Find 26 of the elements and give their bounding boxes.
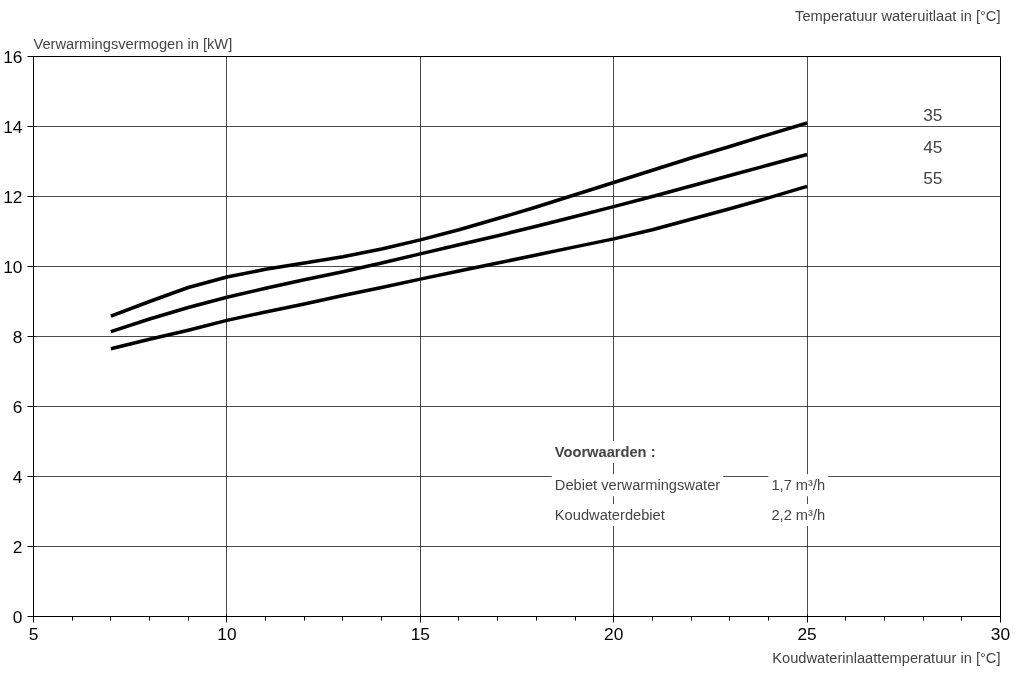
- text: 55: [923, 168, 943, 189]
- annotation: 1,7 m³/h: [771, 477, 826, 494]
- text: 35: [923, 105, 943, 125]
- x-tick-label: 25: [797, 623, 817, 644]
- annotation: 2,2 m³/h: [771, 507, 826, 523]
- annotation: Koudwaterdebiet: [554, 507, 665, 523]
- y-tick-label: 0: [12, 606, 23, 627]
- x-tick-label: 20: [604, 623, 624, 644]
- x-tick-label: 10: [217, 623, 237, 644]
- y-tick-label: 14: [3, 116, 23, 137]
- y-tick-label: 16: [3, 46, 23, 67]
- y-tick-label: 4: [12, 466, 23, 487]
- y-tick-label: 10: [3, 256, 23, 277]
- legend-title: Temperatuur wateruitlaat in [°C]: [795, 7, 1001, 24]
- y-axis-title: Verwarmingsvermogen in [kW]: [33, 35, 233, 52]
- y-tick-label: 8: [12, 326, 23, 347]
- y-tick-label: 12: [3, 186, 23, 207]
- annotation: Voorwaarden :: [554, 444, 656, 460]
- x-tick-label: 15: [410, 623, 430, 644]
- annotation: Debiet verwarmingswater: [554, 477, 721, 494]
- x-tick-label: 5: [28, 623, 39, 644]
- x-axis-title: Koudwaterinlaattemperatuur in [°C]: [772, 649, 1001, 666]
- y-tick-label: 2: [12, 536, 23, 557]
- x-tick-label: 30: [990, 623, 1011, 644]
- y-tick-label: 6: [12, 396, 23, 417]
- text: 45: [923, 136, 943, 157]
